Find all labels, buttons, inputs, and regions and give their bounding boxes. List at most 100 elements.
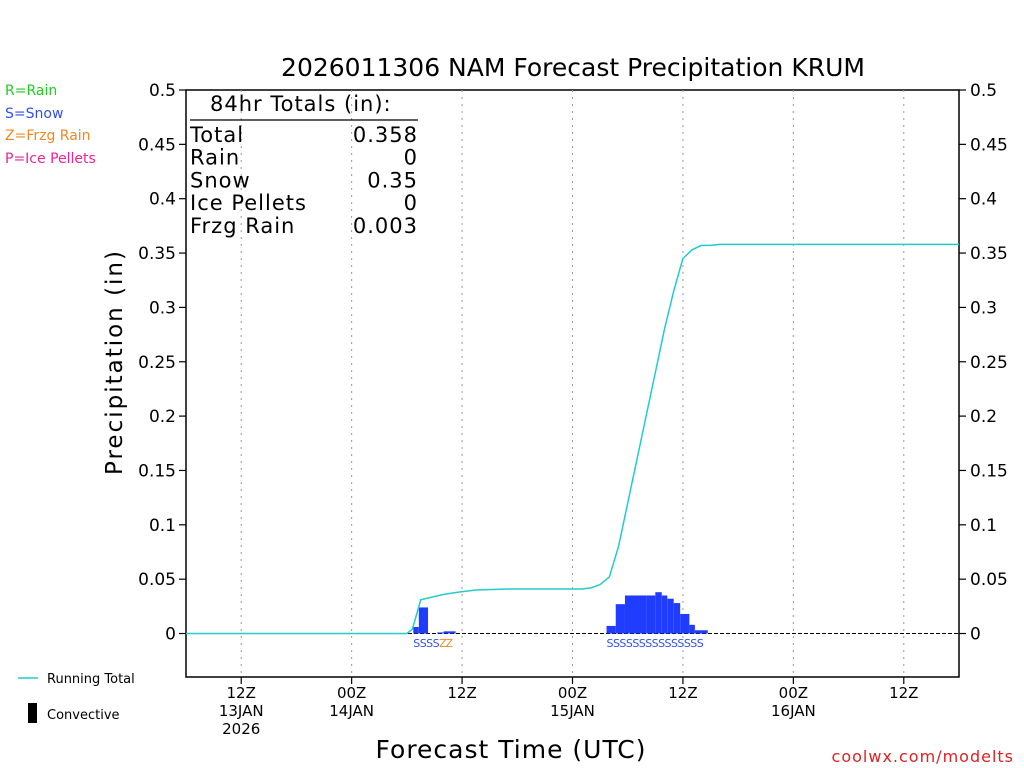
y-tick-label-left: 0.3 bbox=[149, 298, 176, 318]
precip-bar bbox=[418, 607, 429, 634]
ptype-marker: S bbox=[433, 637, 440, 650]
x-tick-label: 15JAN bbox=[550, 702, 595, 720]
y-tick-label-left: 0.05 bbox=[138, 570, 176, 590]
y-tick-label-right: 0.15 bbox=[970, 461, 1008, 481]
legend-convective: Convective bbox=[47, 708, 120, 723]
x-tick-label: 12Z bbox=[447, 684, 476, 702]
precip-bar bbox=[624, 595, 647, 634]
ptype-marker: S bbox=[665, 637, 672, 650]
precip-bar bbox=[694, 630, 708, 634]
ptype-marker: S bbox=[697, 637, 704, 650]
precip-bar bbox=[413, 626, 419, 634]
credit-text: coolwx.com/modelts bbox=[832, 747, 1014, 766]
totals-row-value: 0 bbox=[404, 146, 418, 170]
y-tick-label-right: 0.5 bbox=[970, 81, 997, 101]
ptype-marker: S bbox=[671, 637, 678, 650]
y-tick-label-right: 0 bbox=[970, 625, 981, 645]
ptype-marker: S bbox=[626, 637, 633, 650]
ptype-marker: S bbox=[632, 637, 639, 650]
ptype-marker: S bbox=[645, 637, 652, 650]
x-tick-label: 00Z bbox=[558, 684, 587, 702]
precip-bar bbox=[689, 624, 695, 634]
y-tick-label-left: 0.2 bbox=[149, 407, 176, 427]
precip-bar bbox=[437, 632, 444, 634]
ptype-marker: S bbox=[639, 637, 646, 650]
y-tick-label-right: 0.2 bbox=[970, 407, 997, 427]
y-tick-label-right: 0.3 bbox=[970, 298, 997, 318]
y-tick-label-right: 0.25 bbox=[970, 353, 1008, 373]
totals-row-value: 0.358 bbox=[353, 123, 418, 147]
totals-row-value: 0.35 bbox=[367, 168, 418, 192]
ptype-marker: S bbox=[613, 637, 620, 650]
ptype-marker: S bbox=[619, 637, 626, 650]
y-tick-label-left: 0.25 bbox=[138, 353, 176, 373]
ptype-marker: Z bbox=[439, 637, 447, 650]
precip-bars bbox=[413, 592, 708, 634]
precip-type-markers: S S S S ZZ S S S S S S S S S S S S S S S bbox=[413, 637, 703, 650]
totals-row-label: Snow bbox=[190, 168, 251, 192]
y-tick-label-right: 0.4 bbox=[970, 190, 997, 210]
ptype-marker: S bbox=[420, 637, 427, 650]
y-tick-label-right: 0.1 bbox=[970, 516, 997, 536]
y-tick-label-left: 0.5 bbox=[149, 81, 176, 101]
totals-rows: Total 0.358 Rain 0 Snow 0.35 Ice Pellets 0 Frzg … bbox=[189, 123, 418, 238]
y-tick-label-left: 0.35 bbox=[138, 244, 176, 264]
y-tick-label-left: 0 bbox=[165, 625, 176, 645]
totals-row-label: Total bbox=[189, 123, 244, 147]
ptype-marker: S bbox=[677, 637, 684, 650]
y-tick-label-left: 0.15 bbox=[138, 461, 176, 481]
precip-bar bbox=[661, 595, 668, 634]
precip-bar bbox=[606, 625, 616, 634]
ptype-marker: S bbox=[607, 637, 614, 650]
ptype-marker: S bbox=[684, 637, 691, 650]
x-tick-label: 16JAN bbox=[771, 702, 816, 720]
ptype-marker: S bbox=[658, 637, 665, 650]
x-tick-label: 12Z bbox=[227, 684, 256, 702]
legend-rain: R=Rain bbox=[5, 83, 57, 99]
x-tick-label: 12Z bbox=[889, 684, 918, 702]
ptype-marker: Z bbox=[446, 637, 454, 650]
totals-box: 84hr Totals (in): Total 0.358 Rain 0 Snow 0.3… bbox=[189, 92, 418, 238]
y-tick-label-right: 0.35 bbox=[970, 244, 1008, 264]
y-tick-label-left: 0.45 bbox=[138, 135, 176, 155]
precip-bar bbox=[673, 603, 681, 634]
y-tick-label-right: 0.05 bbox=[970, 570, 1008, 590]
totals-row-value: 0.003 bbox=[353, 214, 418, 238]
y-axis-label: Precipitation (in) bbox=[102, 249, 128, 475]
running-total-line bbox=[186, 243, 959, 635]
precip-bar bbox=[615, 604, 625, 634]
chart-title: 2026011306 NAM Forecast Precipitation KR… bbox=[281, 53, 865, 82]
x-tick-label: 13JAN bbox=[219, 702, 264, 720]
y-tick-label-left: 0.1 bbox=[149, 516, 176, 536]
ptype-marker: S bbox=[426, 637, 433, 650]
precip-bar bbox=[680, 613, 690, 634]
x-tick-label: 2026 bbox=[222, 720, 260, 738]
convective-legend-swatch bbox=[28, 703, 37, 723]
ptype-marker: S bbox=[413, 637, 420, 650]
y-tick-label-right: 0.45 bbox=[970, 135, 1008, 155]
totals-header: 84hr Totals (in): bbox=[210, 92, 392, 116]
y-axis-ticks: 0 0 0.05 0.05 0.1 0.1 0.15 0.15 0.2 0.2 0.25 0.25 0.… bbox=[138, 81, 1008, 645]
precip-bar bbox=[667, 598, 674, 634]
totals-row-value: 0 bbox=[404, 191, 418, 215]
y-tick-label-left: 0.4 bbox=[149, 190, 176, 210]
totals-row-label: Ice Pellets bbox=[190, 191, 307, 215]
ptype-marker: S bbox=[690, 637, 697, 650]
legend-frzg-rain: Z=Frzg Rain bbox=[5, 128, 91, 144]
ptype-marker: S bbox=[652, 637, 659, 650]
totals-row-label: Rain bbox=[190, 146, 240, 170]
precip-bar bbox=[655, 592, 662, 634]
x-tick-label: 14JAN bbox=[329, 702, 374, 720]
precip-bar bbox=[443, 631, 456, 634]
precip-bar bbox=[646, 595, 656, 634]
x-axis-label: Forecast Time (UTC) bbox=[376, 735, 647, 764]
legend-running-total: Running Total bbox=[47, 672, 135, 687]
totals-row-label: Frzg Rain bbox=[190, 214, 295, 238]
legend-ice-pellets: P=Ice Pellets bbox=[5, 151, 96, 167]
x-tick-label: 12Z bbox=[668, 684, 697, 702]
x-tick-label: 00Z bbox=[337, 684, 366, 702]
x-tick-label: 00Z bbox=[779, 684, 808, 702]
legend-snow: S=Snow bbox=[5, 106, 63, 122]
